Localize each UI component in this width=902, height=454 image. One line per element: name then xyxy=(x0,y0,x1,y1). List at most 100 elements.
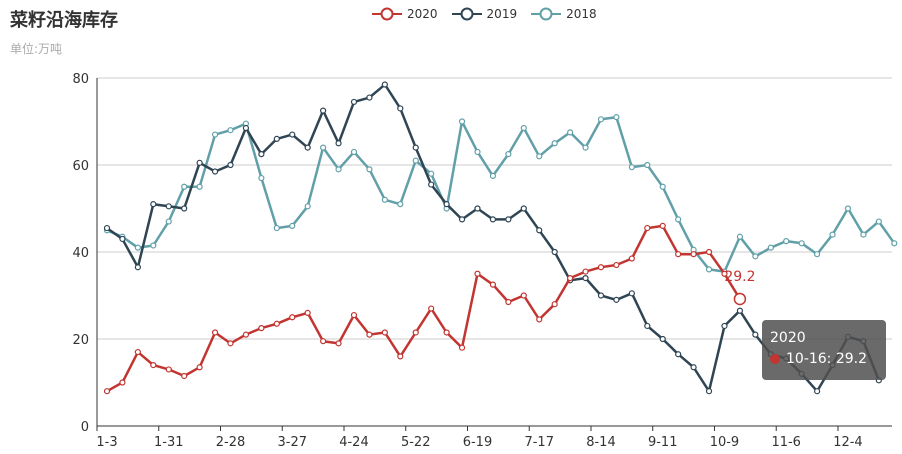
data-label: 29.2 xyxy=(724,269,755,285)
series-line-2018 xyxy=(106,115,896,273)
x-tick-label: 3-27 xyxy=(277,435,307,450)
y-tick-label: 60 xyxy=(72,159,89,174)
data-point xyxy=(397,201,404,208)
data-point xyxy=(196,183,203,190)
data-point xyxy=(752,253,759,260)
data-point xyxy=(505,151,512,158)
data-point xyxy=(258,325,265,332)
legend-item-2020[interactable]: 2020 xyxy=(372,7,438,21)
data-point xyxy=(829,231,836,238)
data-point xyxy=(397,105,404,112)
data-point xyxy=(474,270,481,277)
data-point xyxy=(366,94,373,101)
y-tick-label: 80 xyxy=(72,72,89,87)
data-point xyxy=(412,157,419,164)
data-point xyxy=(675,216,682,223)
data-point xyxy=(443,329,450,336)
data-point xyxy=(366,166,373,173)
data-point xyxy=(289,222,296,229)
data-point xyxy=(428,181,435,188)
data-point xyxy=(458,216,466,223)
data-point xyxy=(273,320,280,327)
data-point xyxy=(551,140,558,147)
data-point xyxy=(150,362,157,369)
data-point xyxy=(767,244,774,251)
data-point xyxy=(628,164,635,171)
legend-item-2018[interactable]: 2018 xyxy=(531,7,597,21)
circle-line-icon xyxy=(372,7,402,21)
legend-label: 2019 xyxy=(486,7,518,21)
legend-item-2019[interactable]: 2019 xyxy=(451,7,518,21)
data-point xyxy=(103,388,111,395)
data-point xyxy=(597,264,605,271)
data-point xyxy=(181,205,188,212)
data-point xyxy=(582,275,589,282)
data-point xyxy=(119,235,126,243)
data-point xyxy=(536,227,543,234)
data-point xyxy=(551,248,558,256)
data-point xyxy=(458,344,466,351)
data-point xyxy=(412,144,419,151)
legend-label: 2018 xyxy=(566,7,597,21)
x-tick-label: 6-19 xyxy=(463,435,493,450)
data-point xyxy=(644,224,651,232)
data-point xyxy=(258,151,265,158)
data-point xyxy=(397,353,404,360)
data-point xyxy=(211,329,219,336)
data-point xyxy=(813,388,821,395)
tooltip-series-name: 2020 xyxy=(770,330,806,346)
legend-label: 2020 xyxy=(407,7,438,21)
data-point xyxy=(381,329,388,336)
circle-line-icon xyxy=(451,7,482,21)
x-tick-label: 7-17 xyxy=(524,435,554,450)
x-tick-label: 1-3 xyxy=(96,435,117,450)
y-tick-label: 20 xyxy=(72,333,89,348)
data-point xyxy=(335,166,342,173)
data-point xyxy=(165,366,172,373)
data-point xyxy=(783,238,790,245)
x-tick-label: 2-28 xyxy=(216,435,246,450)
data-point xyxy=(489,216,497,223)
data-point xyxy=(304,203,311,210)
y-tick-label: 40 xyxy=(72,246,89,261)
x-tick-label: 10-9 xyxy=(710,435,740,450)
data-point xyxy=(520,292,527,299)
data-point xyxy=(150,242,157,249)
data-point xyxy=(428,170,435,177)
data-point xyxy=(196,159,203,166)
data-point xyxy=(721,270,728,277)
data-point xyxy=(366,331,373,338)
x-tick-label: 11-6 xyxy=(771,435,801,450)
data-point xyxy=(536,316,543,323)
data-point xyxy=(489,172,497,179)
data-point xyxy=(567,129,574,136)
data-point xyxy=(628,290,635,297)
data-point xyxy=(733,292,747,306)
data-point xyxy=(320,107,327,114)
series-line-2020 xyxy=(106,224,741,393)
data-point xyxy=(242,124,250,132)
data-point xyxy=(536,153,543,160)
x-tick-label: 12-4 xyxy=(833,435,863,450)
data-point xyxy=(659,335,666,343)
data-point xyxy=(613,114,620,121)
data-point xyxy=(273,224,280,232)
data-point xyxy=(597,116,605,123)
tooltip-value: 10-16: 29.2 xyxy=(786,351,868,367)
data-point xyxy=(659,222,666,229)
data-point xyxy=(505,298,512,306)
data-point xyxy=(675,351,682,358)
data-point xyxy=(582,268,589,275)
data-point xyxy=(520,205,527,212)
data-point xyxy=(474,148,481,156)
data-point xyxy=(119,379,126,386)
data-point xyxy=(675,251,682,258)
data-point xyxy=(489,281,497,288)
data-point xyxy=(181,372,188,380)
data-point xyxy=(242,331,250,338)
data-point xyxy=(705,266,713,273)
data-point xyxy=(134,264,141,271)
data-point xyxy=(304,309,311,316)
data-point xyxy=(320,338,327,345)
data-point xyxy=(165,203,172,210)
